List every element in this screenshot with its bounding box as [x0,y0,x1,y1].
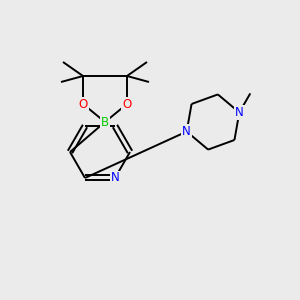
Text: N: N [235,106,244,119]
Text: O: O [78,98,88,110]
Text: N: N [182,125,191,138]
Text: B: B [101,116,109,128]
Text: O: O [122,98,132,110]
Text: N: N [111,172,119,184]
